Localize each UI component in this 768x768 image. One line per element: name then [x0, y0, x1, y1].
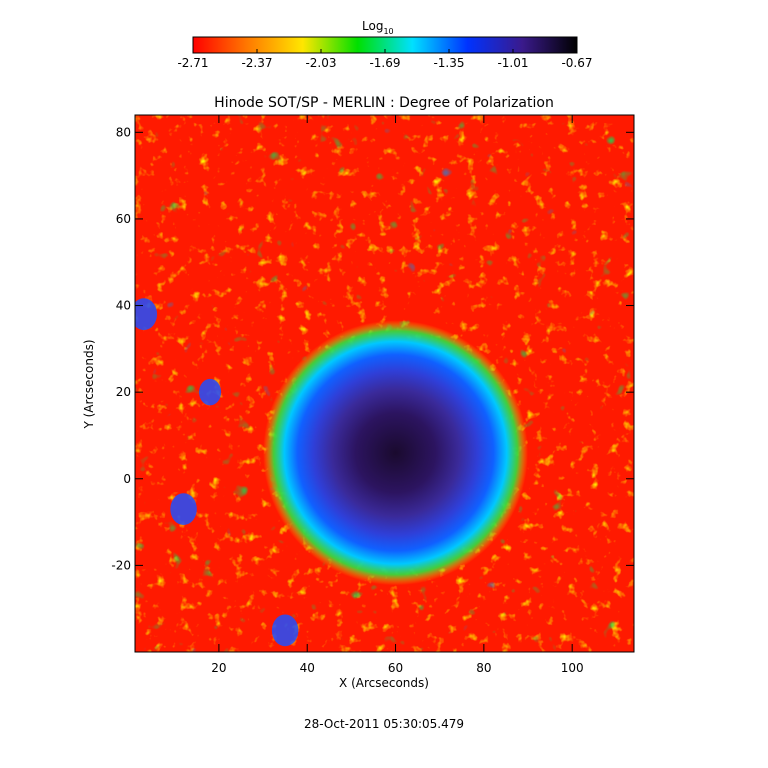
y-axis-label: Y (Arcseconds) [82, 339, 96, 429]
y-axis: -20 0 20 40 60 80 [111, 125, 634, 572]
chart-title: Hinode SOT/SP - MERLIN : Degree of Polar… [214, 95, 554, 111]
colorbar-tick-label: -1.69 [369, 56, 400, 70]
colorbar-tick-label: -2.71 [177, 56, 208, 70]
y-tick-label: 60 [116, 212, 131, 226]
colorbar-label: Log10 [362, 19, 394, 36]
sunspot [263, 317, 529, 588]
timestamp: 28-Oct-2011 05:30:05.479 [304, 717, 464, 731]
colorbar-tick-label: -1.01 [497, 56, 528, 70]
heatmap-image [135, 115, 634, 652]
colorbar-tick-label: -2.37 [241, 56, 272, 70]
x-tick-label: 40 [300, 661, 315, 675]
y-tick-label: -20 [111, 558, 131, 572]
y-tick-label: 0 [123, 472, 131, 486]
colorbar-ticks: -2.71 -2.37 -2.03 -1.69 -1.35 -1.01 -0.67 [177, 49, 593, 70]
x-tick-label: 60 [388, 661, 403, 675]
x-tick-label: 20 [211, 661, 226, 675]
x-tick-label: 80 [476, 661, 491, 675]
magnetic-patch [199, 378, 222, 406]
x-axis-label: X (Arcseconds) [339, 676, 429, 690]
y-tick-label: 40 [116, 299, 131, 313]
magnetic-patch [170, 493, 197, 525]
y-tick-label: 20 [116, 385, 131, 399]
colorbar-tick-label: -1.35 [433, 56, 464, 70]
magnetic-patch [271, 614, 299, 647]
x-tick-label: 100 [561, 661, 584, 675]
y-tick-label: 80 [116, 125, 131, 139]
x-axis: 20 40 60 80 100 [211, 115, 584, 675]
colorbar-tick-label: -0.67 [561, 56, 592, 70]
plot-frame [134, 114, 635, 653]
magnetic-patch [135, 298, 158, 331]
colorbar-tick-label: -2.03 [305, 56, 336, 70]
